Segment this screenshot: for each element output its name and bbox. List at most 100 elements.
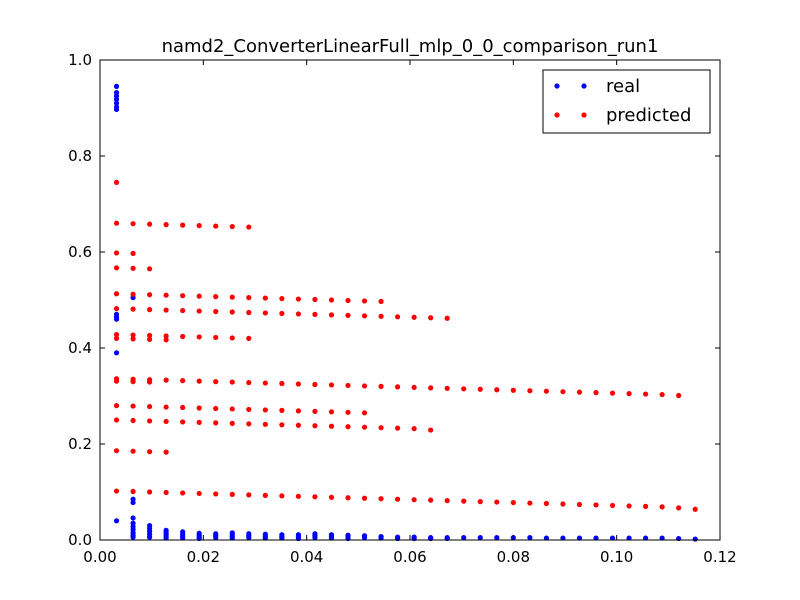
x-tick-label-6: 0.12 — [703, 548, 736, 566]
point-real-0 — [113, 83, 120, 89]
point-predicted-172 — [576, 501, 583, 508]
point-predicted-94 — [576, 389, 583, 395]
point-predicted-28 — [328, 297, 335, 303]
point-predicted-91 — [527, 388, 533, 394]
point-predicted-111 — [229, 406, 235, 412]
point-predicted-15 — [113, 291, 120, 297]
point-predicted-16 — [130, 291, 136, 297]
point-predicted-171 — [560, 501, 566, 507]
point-predicted-54 — [130, 332, 136, 338]
legend-box — [542, 69, 711, 134]
point-predicted-110 — [213, 405, 219, 412]
point-predicted-83 — [395, 384, 401, 390]
point-real-84 — [527, 535, 533, 541]
point-predicted-139 — [428, 427, 434, 433]
point-predicted-81 — [361, 383, 368, 389]
point-predicted-132 — [312, 423, 318, 429]
point-predicted-26 — [295, 296, 301, 302]
point-real-6 — [113, 106, 120, 113]
point-predicted-40 — [246, 309, 252, 316]
point-real-52 — [262, 535, 268, 541]
point-predicted-135 — [361, 424, 368, 430]
point-predicted-141 — [130, 448, 136, 454]
point-predicted-173 — [593, 502, 599, 508]
point-predicted-163 — [428, 497, 434, 503]
point-real-94 — [692, 536, 698, 542]
point-predicted-85 — [428, 385, 434, 391]
point-predicted-5 — [180, 222, 186, 228]
point-real-87 — [576, 535, 583, 541]
point-predicted-133 — [328, 423, 335, 429]
point-predicted-103 — [147, 379, 153, 385]
point-predicted-61 — [246, 335, 252, 341]
point-predicted-74 — [246, 379, 252, 386]
y-tick-label-0: 0.0 — [68, 531, 92, 549]
point-predicted-170 — [543, 500, 550, 507]
point-predicted-45 — [328, 312, 335, 318]
point-predicted-25 — [279, 295, 285, 302]
point-predicted-11 — [130, 250, 136, 257]
point-predicted-44 — [312, 311, 318, 317]
point-predicted-120 — [113, 417, 120, 423]
point-real-55 — [279, 535, 285, 541]
point-predicted-145 — [130, 488, 136, 495]
point-predicted-10 — [113, 250, 120, 256]
point-predicted-8 — [229, 223, 235, 230]
point-predicted-49 — [395, 314, 401, 320]
point-predicted-144 — [113, 488, 120, 494]
point-predicted-46 — [345, 312, 351, 318]
point-predicted-101 — [113, 378, 120, 384]
point-predicted-124 — [180, 419, 186, 425]
point-predicted-87 — [461, 386, 467, 392]
point-predicted-96 — [609, 390, 616, 396]
point-predicted-48 — [378, 313, 384, 319]
point-predicted-130 — [279, 422, 285, 428]
point-predicted-123 — [163, 418, 169, 425]
point-predicted-176 — [643, 503, 649, 509]
x-tick-label-5: 0.10 — [600, 548, 633, 566]
point-real-31 — [163, 535, 169, 541]
point-predicted-90 — [510, 387, 516, 393]
point-predicted-119 — [361, 410, 368, 416]
point-predicted-17 — [147, 292, 153, 298]
point-real-10 — [113, 350, 120, 356]
point-predicted-32 — [113, 306, 120, 312]
point-real-49 — [246, 535, 252, 541]
point-real-71 — [378, 535, 384, 541]
point-predicted-177 — [659, 504, 665, 510]
point-predicted-69 — [163, 377, 169, 383]
point-real-21 — [130, 534, 136, 540]
point-predicted-42 — [279, 310, 285, 317]
point-predicted-79 — [328, 382, 335, 388]
data-points — [113, 83, 698, 542]
point-predicted-70 — [180, 378, 186, 384]
y-tick-label-3: 0.6 — [68, 243, 92, 261]
point-predicted-31 — [378, 298, 384, 305]
point-predicted-50 — [411, 314, 417, 320]
point-predicted-35 — [163, 307, 169, 313]
point-predicted-158 — [345, 495, 351, 501]
point-predicted-126 — [213, 420, 219, 426]
point-real-42 — [213, 535, 219, 541]
point-predicted-168 — [510, 499, 516, 506]
legend-label-real: real — [606, 76, 640, 97]
point-predicted-19 — [180, 293, 186, 299]
point-predicted-29 — [345, 297, 351, 304]
point-predicted-24 — [262, 295, 268, 301]
point-predicted-117 — [328, 409, 335, 415]
point-predicted-78 — [312, 381, 318, 388]
point-predicted-115 — [295, 408, 301, 414]
point-predicted-9 — [246, 224, 252, 230]
point-predicted-154 — [279, 493, 285, 499]
point-predicted-162 — [411, 497, 417, 503]
point-predicted-3 — [147, 221, 153, 227]
point-predicted-100 — [676, 392, 682, 399]
point-real-3 — [113, 96, 120, 102]
point-predicted-150 — [213, 491, 219, 497]
point-predicted-104 — [113, 403, 120, 409]
point-real-86 — [560, 535, 566, 541]
point-real-81 — [477, 535, 483, 541]
point-real-92 — [659, 535, 665, 541]
point-predicted-88 — [477, 386, 483, 392]
legend: real predicted — [542, 69, 711, 134]
